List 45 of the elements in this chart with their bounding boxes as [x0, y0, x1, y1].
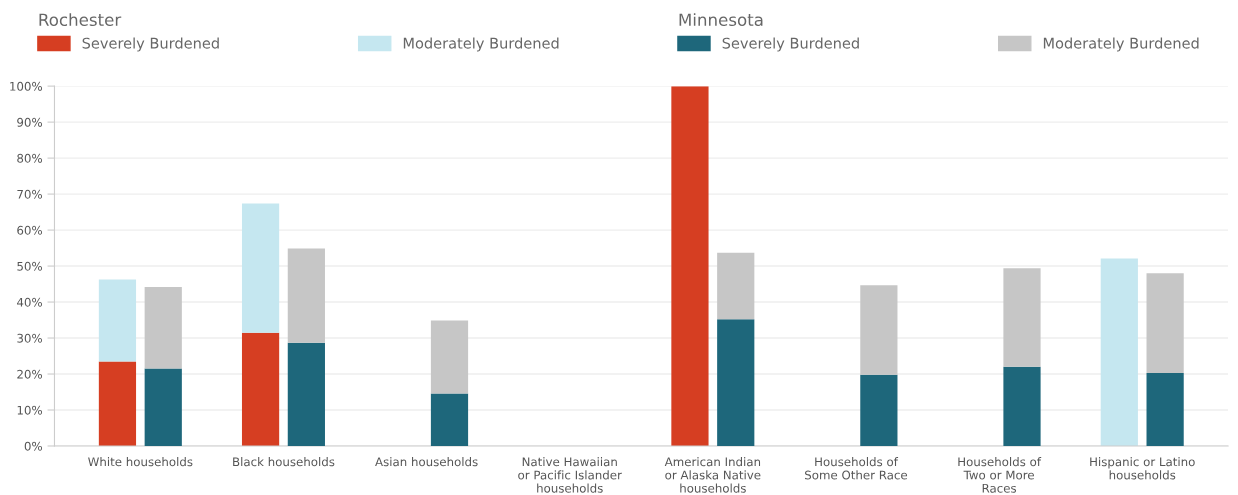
y-tick-label: 30%: [17, 333, 43, 343]
y-tick-label: 50%: [17, 261, 43, 271]
bar: [98, 361, 137, 446]
y-tick-label: 90%: [17, 117, 43, 127]
x-tick-label: Black households: [233, 457, 335, 467]
legend-title: Minnesota: [679, 13, 763, 27]
legend-title: Rochester: [39, 13, 122, 27]
bar: [144, 368, 182, 446]
bar: [430, 393, 469, 446]
y-tick-label: 10%: [17, 405, 43, 415]
legend-label: Moderately Burdened: [1043, 37, 1199, 52]
y-tick-label: 80%: [17, 153, 43, 163]
x-tick-label: Households of Two or More Races: [958, 457, 1042, 493]
bar: [1100, 258, 1138, 446]
legend-label: Moderately Burdened: [403, 37, 559, 52]
legend-label: Severely Burdened: [722, 37, 859, 52]
bar: [287, 248, 325, 343]
bar: [1003, 366, 1041, 446]
y-tick-label: 0%: [24, 441, 43, 451]
x-tick-label: Native Hawaiian or Pacific Islander households: [518, 457, 622, 493]
x-tick-label: Asian households: [375, 457, 478, 467]
y-tick-label: 40%: [17, 297, 43, 307]
bar: [287, 342, 325, 446]
y-tick-label: 20%: [17, 369, 43, 379]
legend-label: Severely Burdened: [82, 37, 219, 52]
bar: [241, 203, 280, 333]
bar: [717, 319, 755, 446]
bar: [98, 279, 137, 362]
bar: [144, 286, 182, 369]
x-tick-label: American Indian or Alaska Native households: [664, 457, 761, 493]
bar: [671, 86, 709, 446]
y-tick-label: 100%: [10, 81, 43, 91]
bar: [860, 374, 898, 446]
x-tick-label: Hispanic or Latino households: [1090, 457, 1195, 480]
bar: [1146, 372, 1184, 446]
bar: [860, 285, 898, 375]
bar: [717, 252, 755, 320]
bar: [241, 332, 280, 446]
x-tick-label: Households of Some Other Race: [805, 457, 908, 480]
bar: [1003, 268, 1041, 367]
bar: [1146, 273, 1184, 373]
bar: [430, 320, 469, 394]
x-tick-label: White households: [88, 457, 193, 467]
y-tick-label: 70%: [17, 189, 43, 199]
y-tick-label: 60%: [17, 225, 43, 235]
